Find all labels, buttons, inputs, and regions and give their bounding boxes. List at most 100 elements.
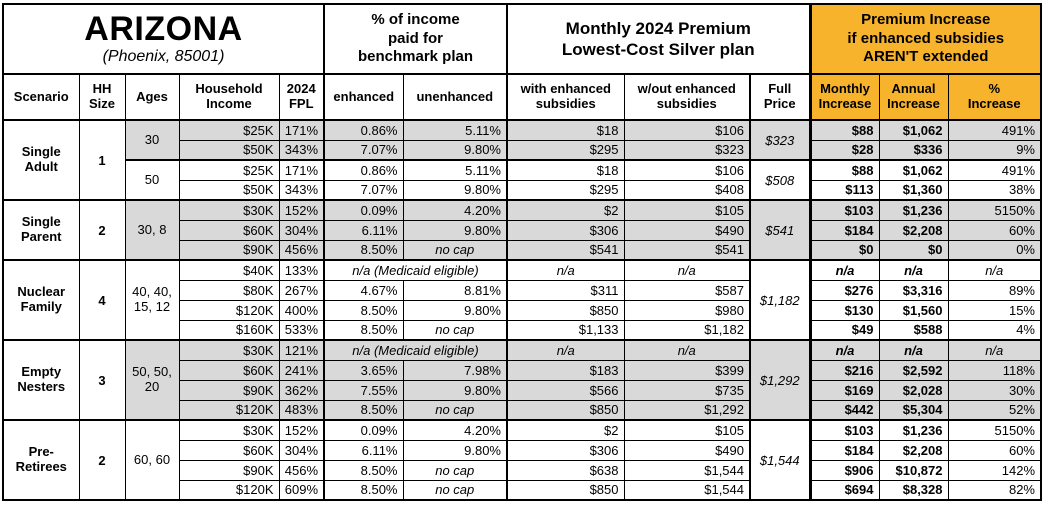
cell-pct-increase: 118% (947, 359, 1042, 381)
cell-with-subsidies: $2 (506, 199, 625, 221)
cell-pct-increase: n/a (947, 339, 1042, 361)
section-income-pct: % of income paid for benchmark plan (323, 3, 508, 75)
col-annual-increase: Annual Increase (878, 73, 949, 121)
cell-full-price: $1,182 (749, 259, 811, 341)
cell-without-subsidies: $106 (623, 159, 751, 181)
col-full-price: Full Price (749, 73, 811, 121)
cell-annual-increase: $2,028 (878, 379, 949, 401)
cell-income: $50K (178, 179, 280, 201)
cell-fpl: 304% (278, 439, 325, 461)
cell-enhanced: 8.50% (323, 239, 404, 261)
cell-full-price: $541 (749, 199, 811, 261)
cell-full-price: $1,292 (749, 339, 811, 421)
cell-annual-increase: $1,236 (878, 199, 949, 221)
cell-unenhanced: 9.80% (402, 179, 508, 201)
cell-hh-size: 1 (78, 119, 126, 201)
cell-pct-increase: 142% (947, 459, 1042, 481)
cell-without-subsidies: $399 (623, 359, 751, 381)
cell-ages: 30, 8 (124, 199, 180, 261)
cell-unenhanced: 4.20% (402, 419, 508, 441)
region-title: ARIZONA (84, 9, 243, 48)
cell-income: $60K (178, 219, 280, 241)
cell-with-subsidies: $541 (506, 239, 625, 261)
cell-hh-size: 2 (78, 199, 126, 261)
cell-annual-increase: $2,208 (878, 439, 949, 461)
cell-monthly-increase: $184 (808, 219, 880, 241)
cell-annual-increase: $1,560 (878, 299, 949, 321)
cell-enhanced: 6.11% (323, 439, 404, 461)
cell-with-subsidies: $566 (506, 379, 625, 401)
cell-annual-increase: $0 (878, 239, 949, 261)
cell-pct-increase: 60% (947, 439, 1042, 461)
premium-table: ARIZONA (Phoenix, 85001) % of income pai… (2, 3, 1042, 501)
cell-unenhanced: 9.80% (402, 439, 508, 461)
cell-fpl: 483% (278, 399, 325, 421)
cell-fpl: 241% (278, 359, 325, 381)
cell-fpl: 609% (278, 479, 325, 501)
cell-without-subsidies: $490 (623, 219, 751, 241)
cell-unenhanced: 4.20% (402, 199, 508, 221)
cell-pct-increase: 0% (947, 239, 1042, 261)
cell-pct-increase: 4% (947, 319, 1042, 341)
cell-fpl: 456% (278, 239, 325, 261)
cell-without-subsidies: $105 (623, 419, 751, 441)
cell-monthly-increase: $49 (808, 319, 880, 341)
cell-annual-increase: $1,236 (878, 419, 949, 441)
col-hh-size: HH Size (78, 73, 126, 121)
cell-hh-size: 2 (78, 419, 126, 501)
cell-with-subsidies: $850 (506, 399, 625, 421)
cell-with-subsidies: $2 (506, 419, 625, 441)
cell-monthly-increase: $184 (808, 439, 880, 461)
cell-monthly-increase: n/a (808, 259, 880, 281)
cell-fpl: 152% (278, 199, 325, 221)
cell-with-subsidies: n/a (506, 259, 625, 281)
cell-pct-increase: 82% (947, 479, 1042, 501)
cell-scenario: Empty Nesters (2, 339, 80, 421)
col-unenhanced: unenhanced (402, 73, 508, 121)
cell-without-subsidies: n/a (623, 339, 751, 361)
cell-with-subsidies: $183 (506, 359, 625, 381)
cell-fpl: 343% (278, 139, 325, 161)
cell-enhanced: 0.09% (323, 419, 404, 441)
cell-with-subsidies: $850 (506, 299, 625, 321)
col-enhanced: enhanced (323, 73, 404, 121)
cell-with-subsidies: $18 (506, 159, 625, 181)
cell-with-subsidies: $295 (506, 179, 625, 201)
cell-monthly-increase: $103 (808, 419, 880, 441)
cell-ages: 50, 50, 20 (124, 339, 180, 421)
cell-annual-increase: $1,062 (878, 119, 949, 141)
cell-ages: 60, 60 (124, 419, 180, 501)
section-increase: Premium Increase if enhanced subsidies A… (808, 3, 1042, 75)
cell-with-subsidies: $18 (506, 119, 625, 141)
cell-monthly-increase: $906 (808, 459, 880, 481)
cell-income: $90K (178, 379, 280, 401)
cell-income: $160K (178, 319, 280, 341)
col-ages: Ages (124, 73, 180, 121)
cell-unenhanced: 5.11% (402, 159, 508, 181)
cell-unenhanced: 9.80% (402, 139, 508, 161)
cell-monthly-increase: $130 (808, 299, 880, 321)
cell-scenario: Nuclear Family (2, 259, 80, 341)
cell-monthly-increase: $88 (808, 119, 880, 141)
cell-income: $90K (178, 459, 280, 481)
cell-monthly-increase: $442 (808, 399, 880, 421)
cell-ages: 40, 40, 15, 12 (124, 259, 180, 341)
cell-with-subsidies: $1,133 (506, 319, 625, 341)
cell-income: $30K (178, 339, 280, 361)
cell-annual-increase: $336 (878, 139, 949, 161)
col-scenario: Scenario (2, 73, 80, 121)
cell-monthly-increase: n/a (808, 339, 880, 361)
cell-fpl: 400% (278, 299, 325, 321)
cell-with-subsidies: $295 (506, 139, 625, 161)
cell-monthly-increase: $694 (808, 479, 880, 501)
cell-full-price: $508 (749, 159, 811, 201)
cell-enhanced: 8.50% (323, 479, 404, 501)
col-monthly-increase: Monthly Increase (808, 73, 880, 121)
cell-fpl: 456% (278, 459, 325, 481)
cell-monthly-increase: $28 (808, 139, 880, 161)
cell-fpl: 362% (278, 379, 325, 401)
cell-enhanced: 8.50% (323, 459, 404, 481)
cell-unenhanced: 7.98% (402, 359, 508, 381)
cell-full-price: $1,544 (749, 419, 811, 501)
col-with-subsidies: with enhanced subsidies (506, 73, 625, 121)
